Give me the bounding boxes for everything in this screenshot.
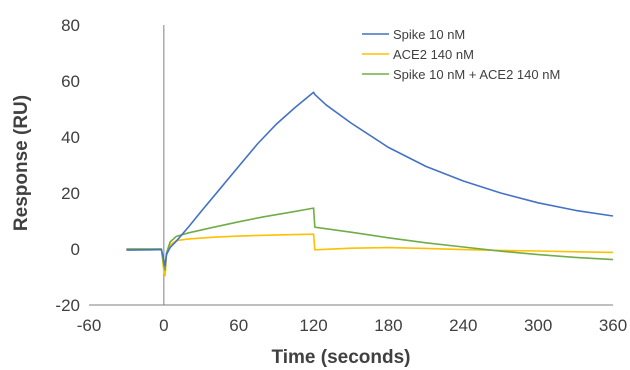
- legend-label: Spike 10 nM: [393, 27, 465, 42]
- y-tick-label: 0: [71, 240, 80, 259]
- legend-label: Spike 10 nM + ACE2 140 nM: [393, 67, 560, 82]
- x-tick-label: 0: [159, 316, 168, 335]
- x-tick-label: 300: [524, 316, 552, 335]
- y-tick-label: 80: [61, 16, 80, 35]
- y-tick-label: 20: [61, 184, 80, 203]
- y-axis-tick-labels: -20 0 20 40 60 80: [55, 16, 80, 315]
- y-axis-title: Response (RU): [11, 95, 32, 231]
- legend: Spike 10 nM ACE2 140 nM Spike 10 nM + ACE2…: [362, 27, 560, 82]
- x-tick-label: 60: [229, 316, 248, 335]
- y-tick-label: -20: [55, 296, 80, 315]
- series-line-3: [126, 207, 614, 271]
- x-axis-tick-labels: -60 0 60 120 180 240 300 360: [77, 316, 627, 335]
- x-tick-label: -60: [77, 316, 102, 335]
- y-tick-label: 40: [61, 128, 80, 147]
- x-tick-label: 120: [299, 316, 327, 335]
- series-line-2: [126, 233, 614, 277]
- series-line-1: [126, 91, 614, 267]
- y-tick-label: 60: [61, 72, 80, 91]
- x-tick-label: 240: [449, 316, 477, 335]
- x-tick-label: 180: [374, 316, 402, 335]
- series-lines: [126, 91, 614, 277]
- x-axis-title: Time (seconds): [271, 347, 410, 368]
- x-tick-label: 360: [599, 316, 627, 335]
- legend-label: ACE2 140 nM: [393, 47, 474, 62]
